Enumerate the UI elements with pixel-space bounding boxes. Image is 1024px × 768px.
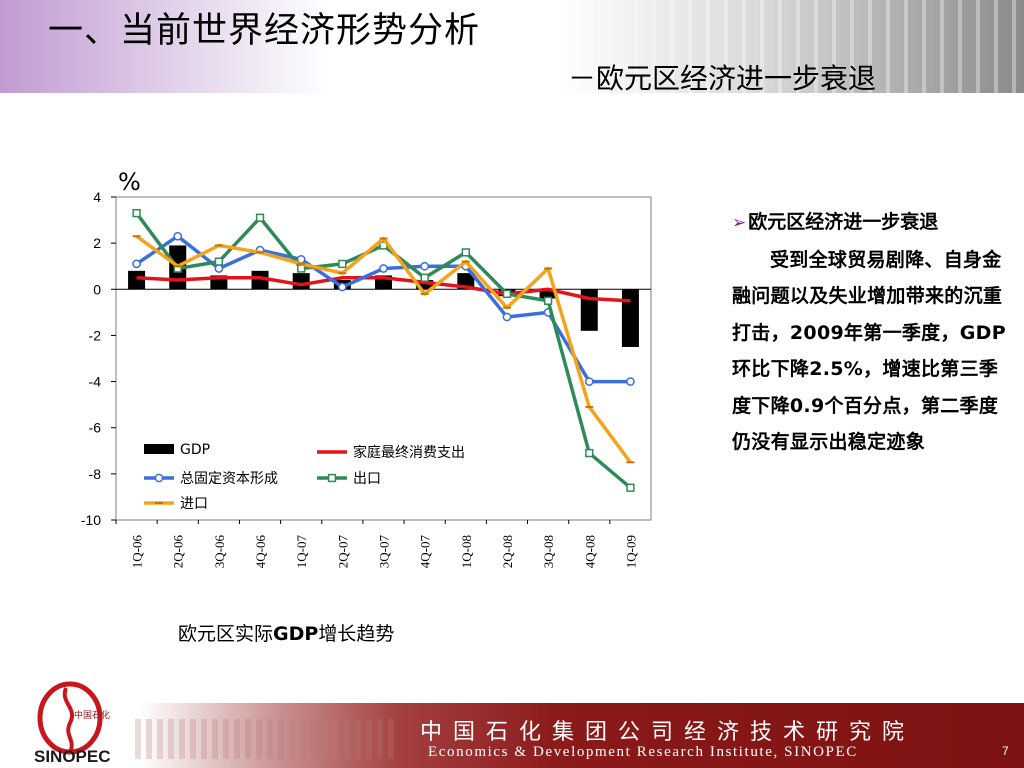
point-marker: [379, 264, 388, 273]
footer-dot-pattern: [135, 719, 395, 759]
logo-cn-text: 中国石化: [74, 709, 110, 721]
footer: 中国石化集团公司经济技术研究院 Economics & Development …: [0, 683, 1024, 768]
point-marker: [420, 261, 430, 271]
chart-caption-bold: GDP: [273, 623, 319, 645]
point-marker: [543, 296, 553, 305]
bar-gdp: [128, 270, 146, 290]
x-tick-label: 4Q-06: [253, 535, 268, 569]
x-tick-label: 3Q-07: [377, 535, 392, 569]
sidebar-body: 受到全球贸易剧降、自身金融问题以及失业增加带来的沉重打击，2009年第一季度，G…: [732, 248, 1006, 454]
y-unit-label: %: [118, 168, 141, 196]
point-marker: [132, 209, 141, 218]
legend-item: 总固定资本形成: [144, 471, 278, 487]
x-tick-label: 1Q-07: [294, 535, 309, 569]
legend-item: 家庭最终消费支出: [317, 444, 465, 461]
x-tick-label: 3Q-08: [541, 535, 556, 568]
x-tick-label: 2Q-07: [335, 535, 350, 569]
y-tick-label: -10: [81, 512, 101, 528]
point-marker: [214, 257, 224, 266]
bar-gdp: [416, 280, 434, 290]
sidebar-heading-line: ➢ 欧元区经济进一步衰退: [732, 204, 1017, 242]
point-marker: [338, 259, 347, 269]
point-marker: [626, 483, 635, 492]
footer-org-en: Economics & Development Research Institu…: [428, 744, 858, 760]
point-marker: [255, 213, 265, 222]
x-tick-label: 1Q-06: [130, 535, 145, 569]
bar-gdp: [251, 270, 269, 290]
x-tick-label: 1Q-08: [459, 535, 474, 568]
arrow-bullet-icon: ➢: [732, 213, 747, 233]
footer-band: [140, 703, 1024, 768]
legend-label: 总固定资本形成: [180, 471, 278, 487]
x-tick-label: 1Q-09: [623, 535, 638, 568]
legend-item: GDP: [144, 442, 210, 458]
page-number: 7: [1002, 744, 1009, 758]
point-marker: [173, 231, 183, 241]
legend-label: GDP: [180, 442, 210, 458]
point-marker: [420, 273, 429, 282]
x-tick-label: 4Q-08: [582, 535, 597, 568]
legend-label: 家庭最终消费支出: [353, 444, 465, 461]
legend-marker: [154, 473, 164, 483]
y-tick-label: -2: [89, 327, 102, 343]
legend-label: 出口: [353, 471, 381, 487]
legend-swatch: [144, 444, 174, 454]
point-marker: [502, 312, 512, 322]
legend-item: 进口: [144, 496, 208, 512]
point-marker: [585, 448, 594, 458]
logo-flame-icon: [62, 687, 74, 753]
page-title: 一、当前世界经济形势分析: [48, 11, 481, 51]
point-marker: [626, 377, 635, 386]
x-tick-label: 2Q-08: [500, 535, 515, 568]
point-marker: [214, 264, 224, 273]
x-tick-label: 3Q-06: [212, 535, 227, 569]
legend-label: 进口: [180, 496, 208, 512]
y-tick-label: -4: [89, 374, 102, 390]
header-banner: 一、当前世界经济形势分析 －欧元区经济进一步衰退: [0, 0, 1024, 95]
y-tick-label: 2: [93, 235, 101, 251]
point-marker: [132, 259, 141, 269]
y-tick-label: -6: [89, 420, 102, 436]
point-marker: [337, 282, 347, 292]
point-marker: [461, 248, 470, 257]
y-tick-label: 0: [93, 281, 101, 297]
bar-gdp: [292, 273, 310, 290]
legend-item: 出口: [317, 471, 381, 487]
chart-caption-suffix: 增长趋势: [318, 623, 395, 645]
bar-gdp: [621, 289, 639, 347]
x-tick-label: 4Q-07: [418, 535, 433, 569]
chart-caption: 欧元区实际GDP增长趋势: [178, 619, 394, 646]
y-tick-label: 4: [93, 189, 101, 205]
sidebar-text: ➢ 欧元区经济进一步衰退 受到全球贸易剧降、自身金融问题以及失业增加带来的沉重打击…: [732, 204, 1017, 461]
footer-org-cn: 中国石化集团公司经济技术研究院: [420, 720, 916, 745]
page-subtitle: －欧元区经济进一步衰退: [568, 62, 877, 95]
point-marker: [502, 289, 512, 299]
logo-en-text: SINOPEC: [34, 747, 111, 766]
point-marker: [584, 377, 594, 386]
sinopec-logo: 中国石化 SINOPEC: [34, 681, 111, 766]
sidebar-heading: 欧元区经济进一步衰退: [748, 211, 939, 233]
header-stripes: [620, 0, 1024, 93]
bar-gdp: [539, 289, 557, 299]
chart-caption-prefix: 欧元区实际: [178, 623, 274, 645]
legend-marker: [327, 473, 337, 483]
y-tick-label: -8: [89, 466, 102, 482]
x-tick-label: 2Q-06: [171, 535, 186, 569]
series-line: [136, 276, 631, 303]
gdp-trend-chart: % 4 2 0 -2 -4 -6 -8 -10 1Q-06 2Q-06 3Q-06 4Q-06 1Q-07…: [81, 168, 652, 569]
